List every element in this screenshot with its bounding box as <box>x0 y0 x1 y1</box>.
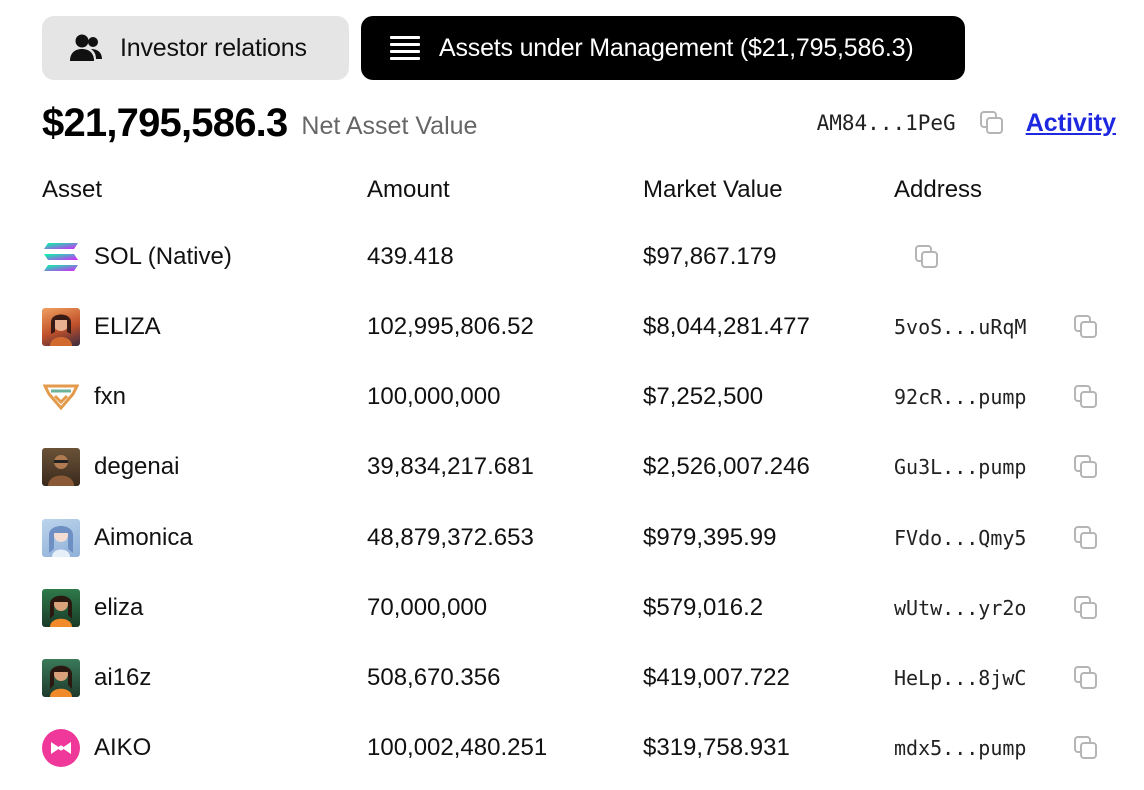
address-cell: HeLp...8jwC <box>894 666 1027 690</box>
market-value-cell: $97,867.179 <box>643 243 777 270</box>
asset-cell: fxn <box>42 367 126 427</box>
eliza-lower-avatar-icon <box>42 589 80 627</box>
amount-cell: 439.418 <box>367 243 454 270</box>
asset-name: ELIZA <box>94 313 161 340</box>
address-cell: wUtw...yr2o <box>894 596 1027 620</box>
asset-name: Aimonica <box>94 524 193 551</box>
copy-address-icon[interactable] <box>1073 297 1099 357</box>
table-row: degenai 39,834,217.681 $2,526,007.246 Gu… <box>0 437 1144 497</box>
activity-link[interactable]: Activity <box>1025 108 1116 137</box>
fxn-logo-icon <box>42 378 80 416</box>
amount-cell: 508,670.356 <box>367 664 501 691</box>
market-value-cell: $319,758.931 <box>643 734 790 761</box>
asset-cell: ELIZA <box>42 297 161 357</box>
table-row: AIKO 100,002,480.251 $319,758.931 mdx5..… <box>0 718 1144 778</box>
asset-cell: Aimonica <box>42 508 193 568</box>
header-address: Address <box>894 176 983 203</box>
asset-cell: SOL (Native) <box>42 227 232 287</box>
amount-cell: 48,879,372.653 <box>367 524 534 551</box>
copy-address-icon[interactable] <box>1073 578 1099 638</box>
asset-cell: degenai <box>42 437 179 497</box>
tab-bar: Investor relations Assets under Manageme… <box>42 16 965 80</box>
degenai-avatar-icon <box>42 448 80 486</box>
amount-cell: 39,834,217.681 <box>367 453 534 480</box>
table-row: SOL (Native) 439.418 $97,867.179 <box>0 227 1144 287</box>
table-row: ai16z 508,670.356 $419,007.722 HeLp...8j… <box>0 648 1144 708</box>
tab-investor-relations[interactable]: Investor relations <box>42 16 349 80</box>
asset-name: fxn <box>94 383 127 410</box>
address-cell: mdx5...pump <box>894 736 1027 760</box>
amount-cell: 70,000,000 <box>367 594 488 621</box>
asset-cell: eliza <box>42 578 143 638</box>
table-row: fxn 100,000,000 $7,252,500 92cR...pump <box>0 367 1144 427</box>
copy-address-icon[interactable] <box>1073 367 1099 427</box>
users-icon <box>68 30 104 66</box>
copy-address-icon[interactable] <box>1073 508 1099 568</box>
aimonica-avatar-icon <box>42 519 80 557</box>
amount-cell: 100,002,480.251 <box>367 734 548 761</box>
tab-investor-relations-label: Investor relations <box>120 33 307 62</box>
net-asset-label: Net Asset Value <box>301 111 478 140</box>
tab-assets-under-management-label: Assets under Management ($21,795,586.3) <box>439 33 914 62</box>
asset-name: AIKO <box>94 734 152 761</box>
nav-summary: $21,795,586.3 Net Asset Value AM84...1Pe… <box>42 96 1116 150</box>
copy-vault-address-icon[interactable] <box>976 107 1008 139</box>
market-value-cell: $2,526,007.246 <box>643 453 810 480</box>
table-row: ELIZA 102,995,806.52 $8,044,281.477 5voS… <box>0 297 1144 357</box>
header-asset: Asset <box>42 176 103 203</box>
header-amount: Amount <box>367 176 450 203</box>
ai16z-avatar-icon <box>42 659 80 697</box>
copy-address-icon[interactable] <box>1073 437 1099 497</box>
asset-cell: ai16z <box>42 648 151 708</box>
address-cell: Gu3L...pump <box>894 455 1027 479</box>
list-icon <box>387 30 423 66</box>
market-value-cell: $7,252,500 <box>643 383 764 410</box>
market-value-cell: $8,044,281.477 <box>643 313 810 340</box>
copy-address-icon[interactable] <box>1073 648 1099 708</box>
amount-cell: 102,995,806.52 <box>367 313 534 340</box>
asset-name: degenai <box>94 453 180 480</box>
header-market-value: Market Value <box>643 176 783 203</box>
address-cell: 92cR...pump <box>894 385 1027 409</box>
table-row: eliza 70,000,000 $579,016.2 wUtw...yr2o <box>0 578 1144 638</box>
market-value-cell: $979,395.99 <box>643 524 777 551</box>
solana-logo-icon <box>42 238 80 276</box>
eliza-avatar-icon <box>42 308 80 346</box>
address-cell: FVdo...Qmy5 <box>894 526 1027 550</box>
copy-address-icon[interactable] <box>1073 718 1099 778</box>
vault-info: AM84...1PeG Activity <box>817 107 1116 139</box>
address-cell: 5voS...uRqM <box>894 315 1027 339</box>
vault-address: AM84...1PeG <box>816 111 956 135</box>
tab-assets-under-management[interactable]: Assets under Management ($21,795,586.3) <box>361 16 965 80</box>
amount-cell: 100,000,000 <box>367 383 501 410</box>
asset-name: SOL (Native) <box>94 243 232 270</box>
net-asset-value: $21,795,586.3 <box>42 100 288 145</box>
copy-address-icon[interactable] <box>914 227 940 287</box>
aiko-logo-icon <box>42 729 80 767</box>
assets-table-header: Asset Amount Market Value Address <box>0 172 1144 212</box>
asset-cell: AIKO <box>42 718 151 778</box>
asset-name: eliza <box>94 594 144 621</box>
asset-name: ai16z <box>94 664 152 691</box>
market-value-cell: $579,016.2 <box>643 594 764 621</box>
table-row: Aimonica 48,879,372.653 $979,395.99 FVdo… <box>0 508 1144 568</box>
market-value-cell: $419,007.722 <box>643 664 790 691</box>
